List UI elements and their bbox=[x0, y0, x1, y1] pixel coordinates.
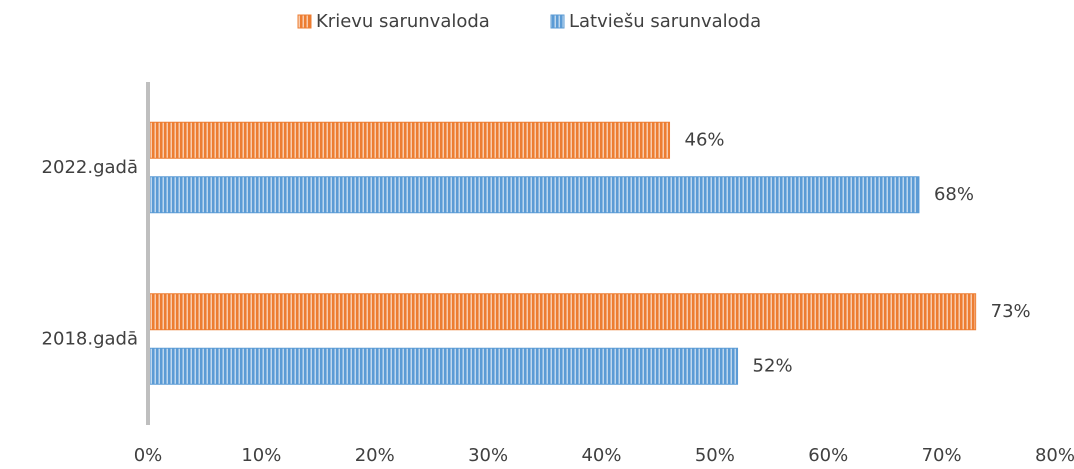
bar bbox=[147, 293, 977, 331]
value-label: 52% bbox=[753, 355, 793, 376]
x-tick-label: 60% bbox=[808, 445, 848, 466]
value-label: 73% bbox=[991, 301, 1031, 322]
value-label: 46% bbox=[685, 129, 725, 150]
x-tick-label: 30% bbox=[468, 445, 508, 466]
legend-label: Krievu sarunvaloda bbox=[316, 11, 490, 32]
y-tick-label: 2022.gadā bbox=[42, 157, 138, 178]
bar bbox=[147, 121, 671, 159]
x-tick-label: 50% bbox=[695, 445, 735, 466]
legend-item: Krievu sarunvaloda bbox=[297, 11, 490, 32]
x-tick-label: 70% bbox=[922, 445, 962, 466]
legend-swatch bbox=[297, 14, 312, 29]
x-tick-label: 40% bbox=[581, 445, 621, 466]
legend-swatch bbox=[550, 14, 565, 29]
bar bbox=[147, 347, 739, 385]
value-label: 68% bbox=[934, 184, 974, 205]
y-tick-label: 2018.gadā bbox=[42, 328, 138, 349]
legend-item: Latviešu sarunvaloda bbox=[550, 11, 761, 32]
x-tick-label: 10% bbox=[241, 445, 281, 466]
x-tick-label: 20% bbox=[355, 445, 395, 466]
x-tick-label: 80% bbox=[1035, 445, 1074, 466]
x-tick-label: 0% bbox=[134, 445, 163, 466]
bar bbox=[147, 176, 920, 214]
legend-label: Latviešu sarunvaloda bbox=[569, 11, 761, 32]
